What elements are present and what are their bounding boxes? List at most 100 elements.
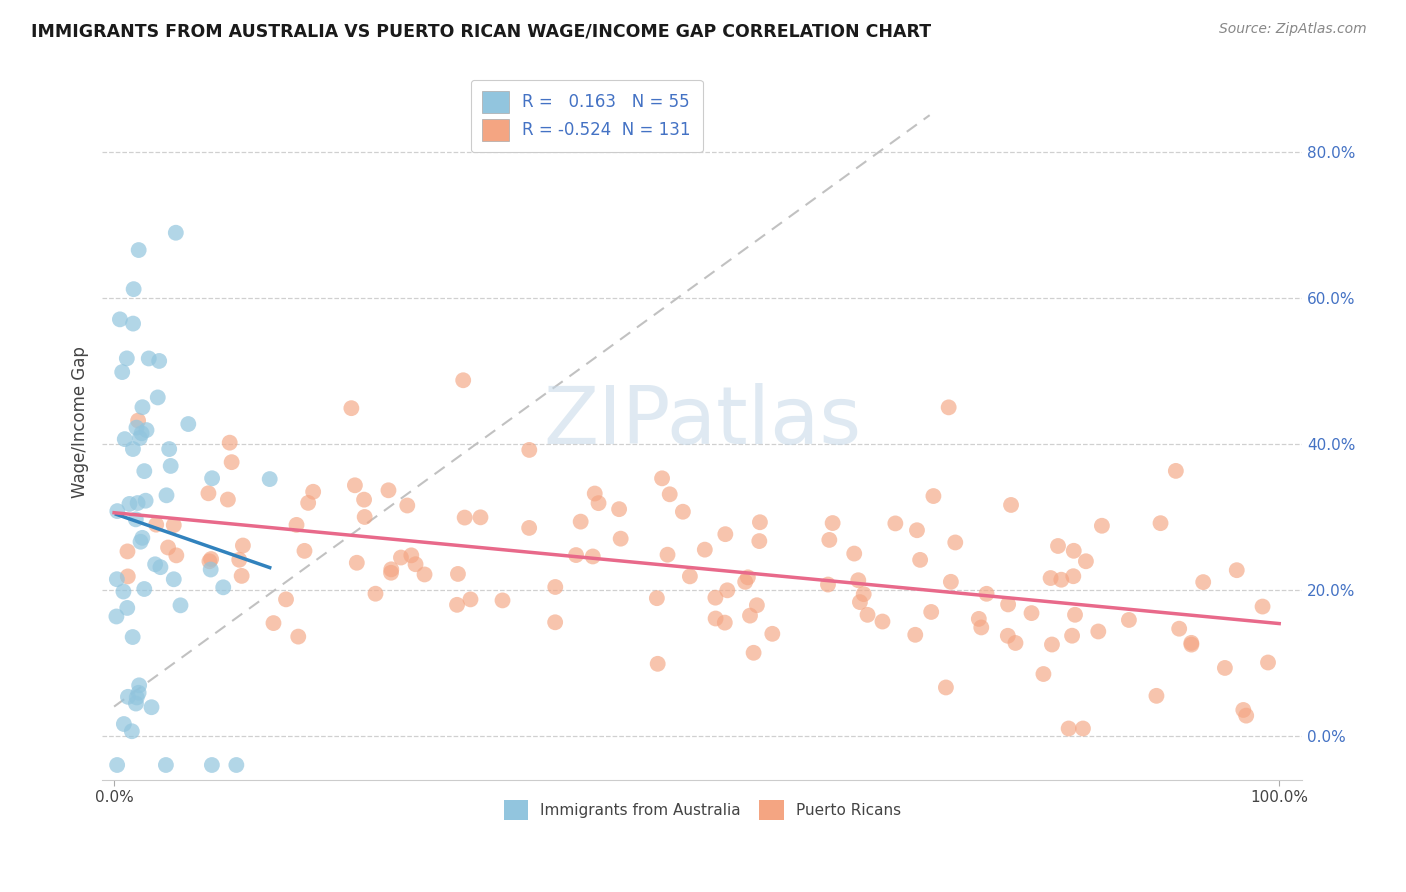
- Point: [1164, 464, 1187, 478]
- Point: [225, 758, 247, 772]
- Point: [658, 487, 681, 501]
- Point: [745, 599, 768, 613]
- Point: [451, 373, 474, 387]
- Point: [117, 690, 139, 704]
- Point: [396, 499, 419, 513]
- Point: [582, 549, 605, 564]
- Point: [117, 544, 139, 558]
- Point: [1032, 667, 1054, 681]
- Point: [1232, 703, 1254, 717]
- Point: [131, 426, 153, 441]
- Point: [138, 351, 160, 366]
- Point: [105, 609, 128, 624]
- Y-axis label: Wage/Income Gap: Wage/Income Gap: [72, 346, 89, 498]
- Point: [607, 502, 630, 516]
- Point: [748, 515, 770, 529]
- Point: [737, 570, 759, 584]
- Point: [125, 697, 148, 711]
- Point: [908, 553, 931, 567]
- Point: [285, 517, 308, 532]
- Point: [389, 550, 412, 565]
- Point: [844, 547, 866, 561]
- Point: [565, 548, 588, 562]
- Point: [127, 414, 149, 428]
- Point: [128, 678, 150, 692]
- Point: [1091, 518, 1114, 533]
- Point: [935, 681, 957, 695]
- Point: [748, 534, 770, 549]
- Point: [108, 312, 131, 326]
- Text: IMMIGRANTS FROM AUSTRALIA VS PUERTO RICAN WAGE/INCOME GAP CORRELATION CHART: IMMIGRANTS FROM AUSTRALIA VS PUERTO RICA…: [31, 22, 931, 40]
- Point: [905, 523, 928, 537]
- Point: [1064, 607, 1087, 622]
- Point: [1087, 624, 1109, 639]
- Point: [165, 549, 187, 563]
- Point: [228, 553, 250, 567]
- Point: [569, 515, 592, 529]
- Text: Source: ZipAtlas.com: Source: ZipAtlas.com: [1219, 22, 1367, 37]
- Point: [1180, 636, 1202, 650]
- Point: [114, 432, 136, 446]
- Point: [1040, 638, 1063, 652]
- Point: [821, 516, 844, 530]
- Point: [1234, 708, 1257, 723]
- Point: [1062, 569, 1084, 583]
- Point: [846, 573, 869, 587]
- Point: [517, 442, 540, 457]
- Point: [287, 630, 309, 644]
- Point: [446, 598, 468, 612]
- Point: [145, 517, 167, 532]
- Point: [1062, 629, 1084, 643]
- Point: [112, 717, 135, 731]
- Point: [169, 599, 191, 613]
- Point: [135, 423, 157, 437]
- Point: [380, 562, 402, 576]
- Point: [128, 243, 150, 257]
- Point: [1021, 606, 1043, 620]
- Point: [453, 510, 475, 524]
- Point: [647, 657, 669, 671]
- Point: [134, 582, 156, 596]
- Point: [583, 486, 606, 500]
- Point: [1050, 573, 1073, 587]
- Point: [380, 566, 402, 580]
- Point: [491, 593, 513, 607]
- Point: [297, 496, 319, 510]
- Point: [1226, 563, 1249, 577]
- Point: [401, 549, 423, 563]
- Point: [117, 569, 139, 583]
- Point: [117, 601, 139, 615]
- Point: [405, 558, 427, 572]
- Text: ZIPatlas: ZIPatlas: [543, 383, 862, 461]
- Point: [141, 700, 163, 714]
- Point: [353, 510, 375, 524]
- Point: [679, 569, 702, 583]
- Point: [645, 591, 668, 606]
- Point: [938, 401, 960, 415]
- Point: [115, 351, 138, 366]
- Point: [1047, 539, 1070, 553]
- Point: [353, 492, 375, 507]
- Point: [118, 497, 141, 511]
- Point: [1057, 722, 1080, 736]
- Point: [127, 496, 149, 510]
- Point: [1004, 636, 1026, 650]
- Point: [274, 592, 297, 607]
- Point: [1000, 498, 1022, 512]
- Point: [997, 598, 1019, 612]
- Point: [217, 492, 239, 507]
- Point: [1063, 543, 1085, 558]
- Point: [1168, 622, 1191, 636]
- Point: [121, 630, 143, 644]
- Point: [129, 534, 152, 549]
- Point: [148, 354, 170, 368]
- Point: [817, 577, 839, 591]
- Point: [200, 552, 222, 566]
- Point: [704, 591, 727, 605]
- Point: [221, 455, 243, 469]
- Point: [852, 587, 875, 601]
- Point: [163, 572, 186, 586]
- Point: [125, 512, 148, 526]
- Point: [232, 539, 254, 553]
- Point: [872, 615, 894, 629]
